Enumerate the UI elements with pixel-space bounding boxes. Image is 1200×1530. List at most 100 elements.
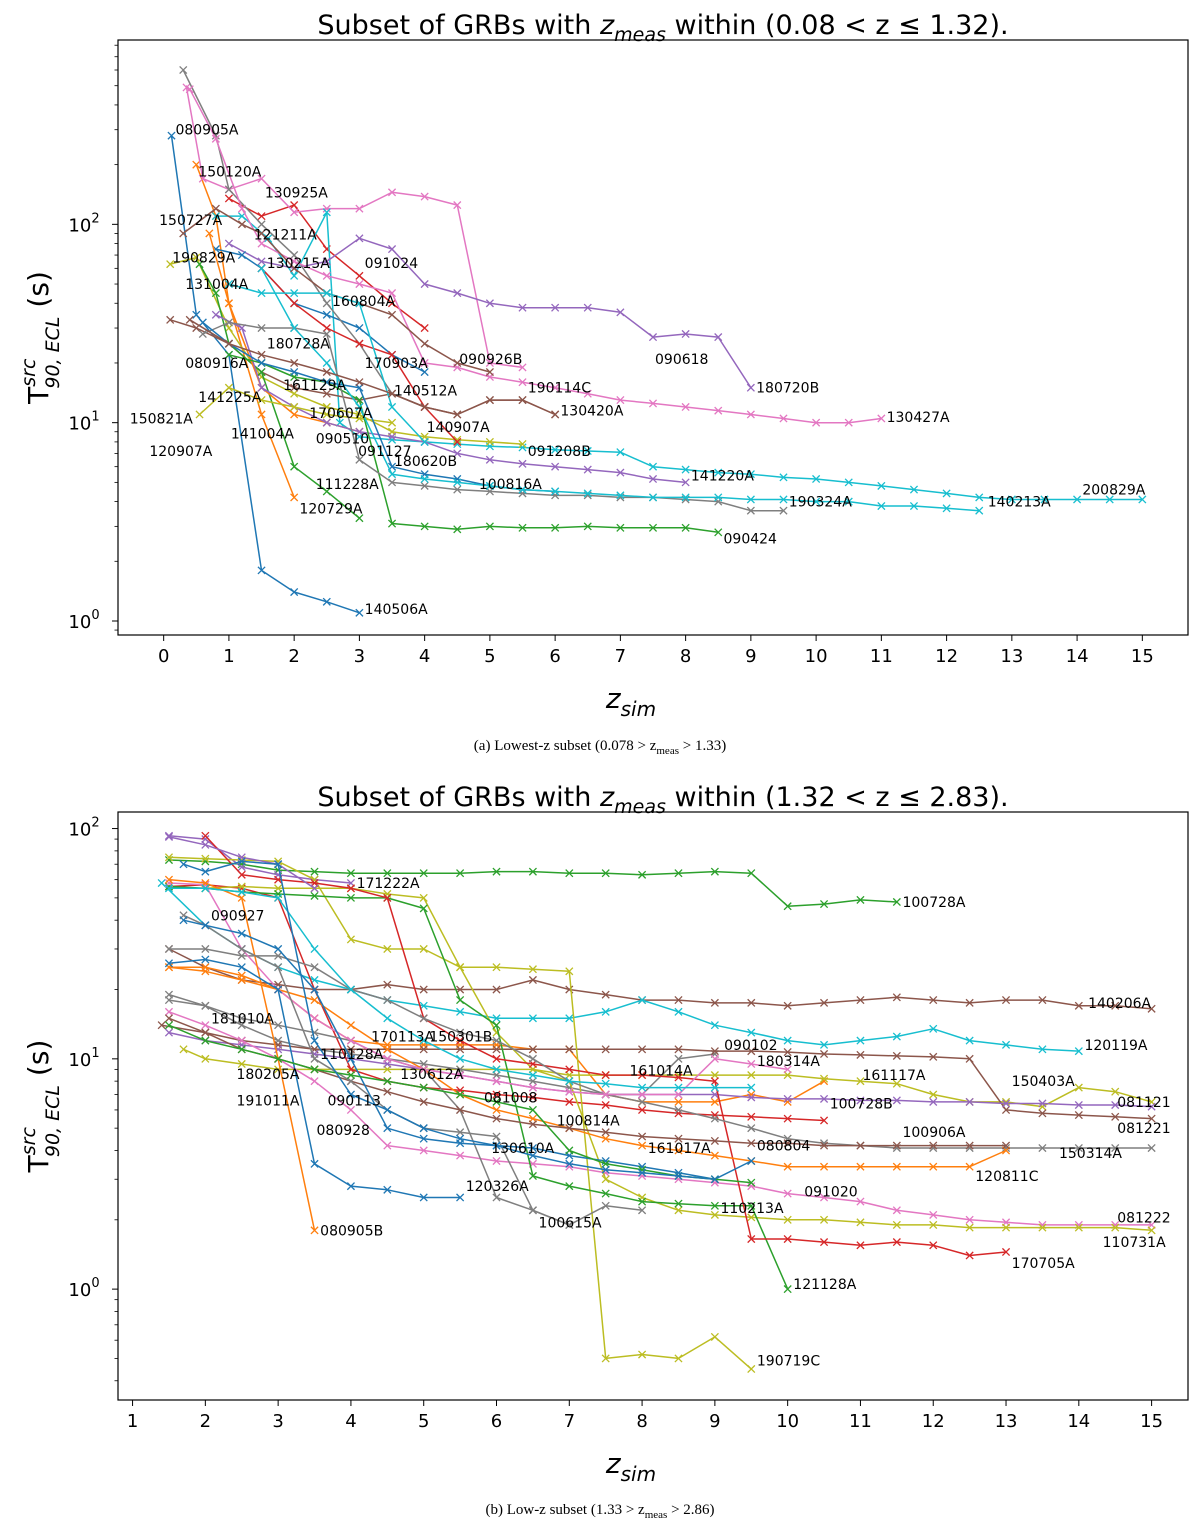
grb-label: 120907A: [149, 444, 212, 460]
data-point: [909, 501, 919, 511]
data-point: [211, 134, 220, 143]
data-point: [1111, 1143, 1120, 1153]
data-point: [1038, 1099, 1047, 1108]
data-point: [322, 204, 331, 213]
data-point: [565, 1097, 574, 1106]
data-point: [892, 1032, 901, 1041]
series-line: [168, 966, 1007, 1168]
series-190114C: [211, 310, 690, 487]
grb-label: 091127: [358, 444, 411, 460]
series-line: [215, 248, 425, 373]
data-point: [257, 229, 266, 238]
data-point: [1001, 1105, 1011, 1114]
data-point: [492, 963, 501, 972]
data-point: [419, 904, 428, 913]
series-130420A: [185, 315, 560, 419]
data-point: [601, 1007, 610, 1016]
data-point: [164, 1021, 174, 1030]
grb-label: 170903A: [365, 356, 428, 372]
data-point: [322, 402, 331, 412]
data-point: [638, 1097, 647, 1106]
data-point: [420, 402, 429, 412]
data-point: [638, 1168, 647, 1177]
data-point: [819, 900, 829, 909]
data-point: [616, 523, 625, 532]
grb-label: 090113: [327, 1093, 380, 1109]
data-point: [419, 1036, 428, 1045]
data-point: [565, 1159, 574, 1168]
grb-label: 090926B: [459, 352, 522, 368]
data-point: [346, 985, 355, 994]
data-point: [710, 1136, 719, 1145]
data-point: [779, 495, 788, 504]
data-point: [164, 1028, 174, 1037]
data-point: [892, 1141, 901, 1150]
grb-label: 150403A: [1012, 1074, 1075, 1090]
data-point: [290, 462, 299, 471]
data-point: [518, 443, 527, 452]
x-tick-label: 14: [1066, 646, 1089, 667]
data-point: [387, 310, 397, 319]
data-point: [783, 1285, 792, 1294]
data-point: [224, 239, 233, 248]
data-point: [224, 318, 233, 327]
data-point: [322, 367, 331, 377]
data-point: [1038, 1143, 1047, 1153]
data-point: [290, 367, 299, 377]
data-point: [492, 867, 501, 876]
data-point: [201, 1021, 210, 1030]
data-point: [856, 1162, 865, 1171]
grb-label: 190829A: [172, 251, 235, 267]
data-point: [747, 1059, 756, 1069]
data-point: [1074, 1100, 1083, 1110]
data-point: [167, 131, 176, 140]
series-line: [215, 314, 686, 484]
grb-label: 091208B: [528, 444, 591, 460]
data-point: [783, 1065, 792, 1074]
data-point: [257, 566, 266, 575]
grb-label: 190114C: [528, 381, 591, 397]
x-tick-label: 14: [1067, 1411, 1090, 1432]
x-tick-label: 9: [745, 646, 756, 667]
data-point: [274, 893, 283, 902]
data-point: [179, 1045, 188, 1054]
data-point: [877, 481, 886, 490]
data-point: [892, 1162, 901, 1171]
data-point: [322, 310, 331, 319]
data-point: [583, 465, 592, 474]
data-point: [237, 975, 246, 985]
data-point: [257, 358, 266, 368]
data-point: [681, 402, 690, 412]
data-point: [237, 963, 246, 972]
data-point: [456, 1134, 465, 1143]
data-point: [419, 1045, 428, 1054]
data-point: [179, 65, 188, 75]
grb-label: 180728A: [267, 337, 330, 353]
data-point: [528, 1151, 537, 1160]
data-point: [355, 271, 364, 280]
data-point: [601, 869, 610, 878]
data-point: [565, 1065, 574, 1074]
data-point: [583, 303, 592, 312]
grb-label: 140213A: [988, 495, 1051, 511]
grb-label: 090102: [724, 1038, 777, 1054]
grb-label: 150301B: [429, 1030, 492, 1046]
series-171222A: [164, 831, 355, 888]
data-point: [783, 902, 792, 911]
data-point: [892, 1220, 901, 1229]
data-point: [290, 389, 299, 398]
data-point: [674, 1083, 683, 1092]
data-point: [456, 1028, 465, 1037]
data-point: [237, 250, 247, 260]
grb-label: 180620B: [394, 454, 457, 470]
data-point: [257, 383, 266, 392]
data-point: [892, 897, 901, 907]
data-point: [322, 389, 331, 398]
data-point: [346, 1036, 355, 1045]
data-point: [310, 1159, 319, 1168]
data-point: [290, 402, 299, 412]
data-point: [290, 587, 299, 597]
data-point: [492, 1065, 501, 1074]
data-point: [601, 1128, 610, 1137]
data-point: [747, 1093, 756, 1102]
